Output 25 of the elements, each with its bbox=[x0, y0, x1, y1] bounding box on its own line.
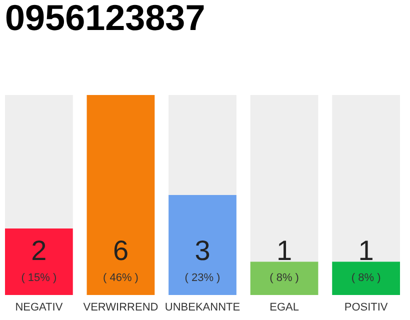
annotation: ( 8% ) bbox=[351, 272, 381, 284]
x-tick-label: UNBEKANNTE bbox=[164, 302, 240, 314]
x-tick-label: NEGATIV bbox=[15, 302, 64, 314]
bar bbox=[5, 95, 73, 228]
bar bbox=[332, 95, 400, 262]
chart-title: 0956123837 bbox=[5, 0, 206, 38]
bar bbox=[250, 95, 318, 262]
annotation: ( 23% ) bbox=[184, 272, 220, 284]
x-tick-label: EGAL bbox=[270, 302, 299, 314]
data-label: 3 bbox=[194, 235, 210, 266]
data-label: 1 bbox=[358, 235, 374, 266]
annotation: ( 8% ) bbox=[270, 272, 299, 284]
bar bbox=[86, 95, 155, 295]
annotation: ( 46% ) bbox=[102, 272, 138, 284]
bar bbox=[332, 262, 400, 295]
data-label: 6 bbox=[112, 235, 129, 266]
annotation: ( 15% ) bbox=[21, 272, 57, 284]
data-label: 2 bbox=[31, 235, 47, 266]
bar bbox=[168, 95, 236, 195]
x-tick-label: VERWIRREND bbox=[83, 302, 158, 314]
x-tick-label: POSITIV bbox=[344, 302, 388, 314]
bar bbox=[250, 262, 318, 295]
bar bbox=[168, 195, 236, 295]
data-label: 1 bbox=[276, 235, 292, 266]
bar bbox=[5, 228, 73, 295]
